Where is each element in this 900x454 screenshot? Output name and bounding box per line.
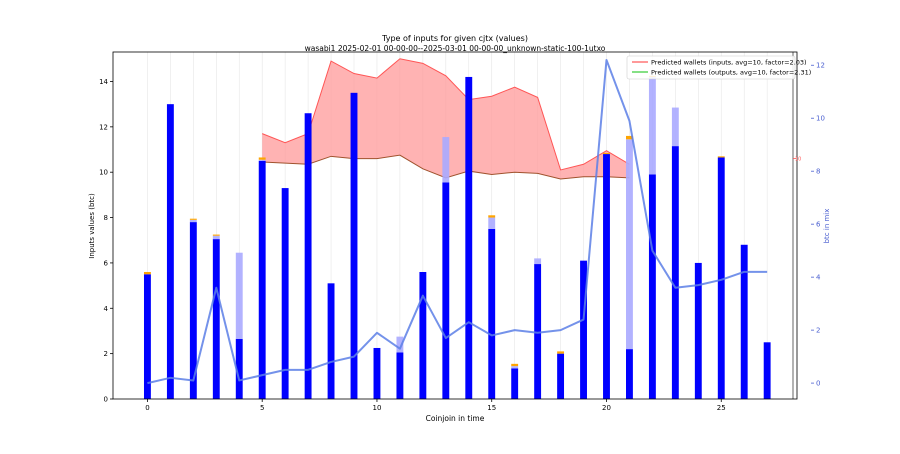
bar-segment (258, 157, 266, 160)
bar-segment (396, 336, 404, 353)
bar-segment (511, 366, 519, 369)
x-tick-label: 0 (145, 404, 149, 412)
bar-segment (258, 160, 266, 399)
bar-segment (281, 188, 289, 399)
legend-box (626, 55, 796, 80)
bar-segment (350, 92, 358, 399)
bar-segment (603, 154, 610, 399)
bar-segment (580, 260, 587, 399)
bar-segment (763, 342, 771, 399)
bar-segment (166, 104, 174, 400)
y2-tick-label: 10 (816, 115, 825, 123)
bar-segment (212, 235, 220, 240)
bar-segment (694, 262, 702, 399)
y-tick-label: 12 (99, 123, 108, 131)
x-tick-label: 25 (717, 404, 726, 412)
y-tick-label: 14 (99, 78, 108, 86)
bar-segment (648, 76, 656, 175)
legend: Predicted wallets (inputs, avg=10, facto… (626, 55, 811, 80)
bar-segment (534, 258, 542, 265)
y2-axis-label: btc in mix (823, 209, 831, 244)
chart-subtitle: wasabi1 2025-02-01 00-00-00--2025-03-01 … (305, 44, 606, 53)
y2-tick-label: 12 (816, 62, 825, 70)
bar-segment (189, 222, 197, 399)
chart-title: Type of inputs for given cjtx (values) (381, 34, 528, 43)
bar-segment (557, 351, 565, 354)
bar-segment (717, 156, 725, 158)
y2-tick-label: 0 (816, 380, 820, 388)
x-axis-label: Coinjoin in time (426, 414, 485, 423)
bar-segment (488, 228, 496, 399)
y-tick-label: 8 (104, 214, 108, 222)
bar-segment (189, 219, 197, 223)
bar-segment (465, 76, 473, 399)
bar-segment (212, 239, 220, 399)
x-tick-label: 5 (260, 404, 264, 412)
y-axis-label: Inputs values (btc) (88, 193, 96, 259)
bar-segment (488, 215, 496, 218)
y-tick-label: 2 (104, 350, 108, 358)
y2-tick-label: 2 (816, 327, 820, 335)
y2-tick-label: 4 (816, 274, 821, 282)
bar-segment (488, 217, 496, 229)
axis-layer: 0 2 4 6 8 10 12 14 0 5 10 15 20 25 0 2 4 6 8 10 12 10 (99, 52, 825, 412)
x-tick-label: 20 (602, 404, 611, 412)
line-layer (147, 58, 768, 385)
bar-segment (189, 218, 197, 220)
bar-segment (511, 363, 519, 367)
bar-segment (258, 159, 266, 161)
band-upper-line (262, 58, 630, 171)
bar-segment (212, 234, 220, 236)
bar-segment (373, 347, 381, 399)
bar-segment (511, 368, 519, 399)
bar-segment (327, 283, 335, 399)
inner-axis-marker-label: 10 (795, 157, 801, 163)
x-tick-label: 10 (372, 404, 381, 412)
plot-frame (112, 51, 798, 400)
bar-segment (442, 182, 450, 399)
y-tick-label: 0 (104, 396, 108, 404)
bar-segment (143, 274, 151, 399)
bar-segment (235, 252, 243, 339)
bar-segment (740, 244, 748, 399)
bar-segment (626, 139, 633, 350)
btc-in-mix-line (147, 58, 768, 385)
y2-tick-label: 8 (816, 168, 820, 176)
y-tick-label: 6 (104, 259, 109, 267)
y-tick-label: 10 (99, 169, 108, 177)
bar-segment (603, 152, 610, 155)
bar-segment (671, 107, 679, 147)
bar-segment (419, 271, 427, 399)
x-tick-label: 15 (487, 404, 496, 412)
y-tick-label: 4 (104, 305, 109, 313)
legend-label-inputs: Predicted wallets (inputs, avg=10, facto… (651, 59, 807, 67)
bar-segment (717, 157, 725, 399)
bar-segment (534, 264, 542, 399)
bar-segment (235, 338, 243, 399)
bar-segment (304, 113, 312, 399)
y2-tick-label: 6 (816, 221, 821, 229)
bar-segment (557, 353, 565, 399)
bar-segment (143, 271, 151, 275)
bar-segment (442, 137, 450, 183)
bar-segment (648, 174, 656, 399)
bar-segment (671, 146, 679, 399)
legend-label-outputs: Predicted wallets (outputs, avg=10, fact… (651, 69, 811, 77)
bar-segment (396, 352, 404, 399)
bar-layer (143, 75, 771, 400)
bar-segment (626, 135, 633, 140)
bar-segment (626, 349, 633, 399)
